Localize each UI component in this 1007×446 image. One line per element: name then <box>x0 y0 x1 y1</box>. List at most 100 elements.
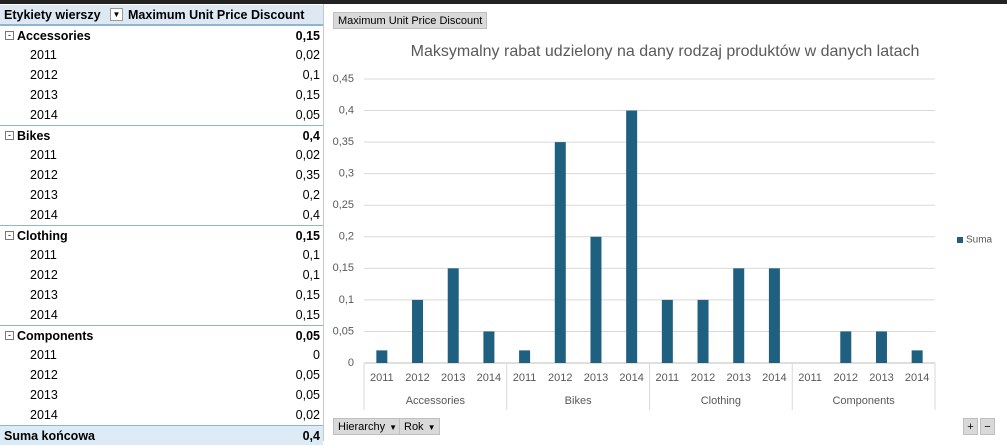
x-tick-label: 2014 <box>619 372 643 384</box>
year-row: 2014 0,4 <box>0 205 323 225</box>
group-total: 0,15 <box>295 229 320 243</box>
value: 0,05 <box>295 368 320 382</box>
expand-icon[interactable]: - <box>5 131 14 140</box>
button-label: Hierarchy <box>338 421 386 433</box>
axis-field-button[interactable]: Hierarchy ▼ <box>333 418 402 435</box>
year: 2012 <box>30 68 58 82</box>
grand-total-label: Suma końcowa <box>4 429 95 443</box>
x-tick-label: 2014 <box>905 372 929 384</box>
group-name: Clothing <box>17 229 68 243</box>
expand-icon[interactable]: - <box>5 31 14 40</box>
value: 0,1 <box>302 248 320 262</box>
year: 2011 <box>30 348 57 362</box>
bar <box>519 350 531 363</box>
group-label: Clothing <box>701 395 741 407</box>
expand-icon[interactable]: - <box>5 331 14 340</box>
year-row: 2011 0 <box>0 345 323 365</box>
group-row: - Components 0,05 <box>0 325 323 345</box>
column-separator <box>323 4 324 441</box>
year: 2012 <box>30 168 58 182</box>
bar <box>590 236 602 363</box>
bar <box>483 331 495 363</box>
x-tick-label: 2014 <box>477 372 501 384</box>
value: 0,2 <box>302 188 320 202</box>
year-row: 2014 0,15 <box>0 305 323 325</box>
y-tick-label: 0,45 <box>333 73 354 85</box>
bar <box>661 299 673 363</box>
y-tick-label: 0,35 <box>333 136 354 148</box>
year-row: 2012 0,05 <box>0 365 323 385</box>
year: 2013 <box>30 288 58 302</box>
year-row: 2011 0,1 <box>0 245 323 265</box>
y-tick-label: 0,4 <box>339 104 354 116</box>
bar <box>911 350 923 363</box>
year-row: 2013 0,2 <box>0 185 323 205</box>
legend-label: Suma <box>966 235 993 246</box>
group-label: Bikes <box>565 395 592 407</box>
year: 2014 <box>30 308 58 322</box>
bar <box>840 331 852 363</box>
bar <box>376 350 388 363</box>
bar <box>447 268 459 363</box>
x-tick-label: 2013 <box>584 372 608 384</box>
value: 0,15 <box>295 88 320 102</box>
group-label: Components <box>832 395 895 407</box>
x-tick-label: 2011 <box>798 372 822 384</box>
y-tick-label: 0,3 <box>339 168 354 180</box>
group-name: Bikes <box>17 129 51 143</box>
bar <box>412 299 424 363</box>
group-name: Components <box>17 329 94 343</box>
year-row: 2012 0,1 <box>0 65 323 85</box>
x-tick-label: 2013 <box>869 372 893 384</box>
x-tick-label: 2012 <box>691 372 715 384</box>
year-row: 2013 0,15 <box>0 85 323 105</box>
y-tick-label: 0 <box>348 357 354 369</box>
value: 0,02 <box>295 148 320 162</box>
filter-button[interactable]: ▼ <box>110 8 123 21</box>
legend-swatch <box>957 237 963 243</box>
year-row: 2013 0,05 <box>0 385 323 405</box>
y-tick-label: 0,05 <box>333 325 354 337</box>
value: 0,15 <box>295 288 320 302</box>
year: 2013 <box>30 388 58 402</box>
x-tick-label: 2011 <box>513 372 537 384</box>
bar <box>697 299 709 363</box>
value: 0 <box>313 348 320 362</box>
y-tick-label: 0,1 <box>339 294 354 306</box>
year: 2012 <box>30 368 58 382</box>
value: 0,05 <box>295 388 320 402</box>
year-row: 2014 0,05 <box>0 105 323 125</box>
year: 2012 <box>30 268 58 282</box>
value: 0,1 <box>302 68 320 82</box>
bar <box>768 268 780 363</box>
year: 2014 <box>30 108 58 122</box>
chart-title: Maksymalny rabat udzielony na dany rodza… <box>411 43 920 60</box>
year-row: 2012 0,1 <box>0 265 323 285</box>
grand-total-row: Suma końcowa 0,4 <box>0 425 323 445</box>
button-label: Rok <box>404 421 424 433</box>
year: 2014 <box>30 208 58 222</box>
year: 2013 <box>30 88 58 102</box>
value: 0,35 <box>295 168 320 182</box>
value-field-button[interactable]: Maximum Unit Price Discount <box>333 12 488 29</box>
group-row: - Accessories 0,15 <box>0 25 323 45</box>
x-tick-label: 2013 <box>441 372 465 384</box>
dropdown-arrow: ▼ <box>389 423 397 432</box>
expand-icon[interactable]: - <box>5 231 14 240</box>
bar <box>626 110 638 363</box>
bar <box>875 331 887 363</box>
header-cell: Maximum Unit Price Discount <box>128 8 305 22</box>
y-tick-label: 0,25 <box>333 199 354 211</box>
expand-button[interactable]: + <box>963 418 978 435</box>
collapse-button[interactable]: − <box>980 418 995 435</box>
group-total: 0,4 <box>302 129 320 143</box>
year: 2011 <box>30 148 57 162</box>
group-label: Accessories <box>406 395 466 407</box>
year-row: 2011 0,02 <box>0 45 323 65</box>
group-row: - Clothing 0,15 <box>0 225 323 245</box>
value: 0,1 <box>302 268 320 282</box>
y-tick-label: 0,15 <box>333 262 354 274</box>
value: 0,02 <box>295 48 320 62</box>
axis-field-button[interactable]: Rok ▼ <box>399 418 441 435</box>
